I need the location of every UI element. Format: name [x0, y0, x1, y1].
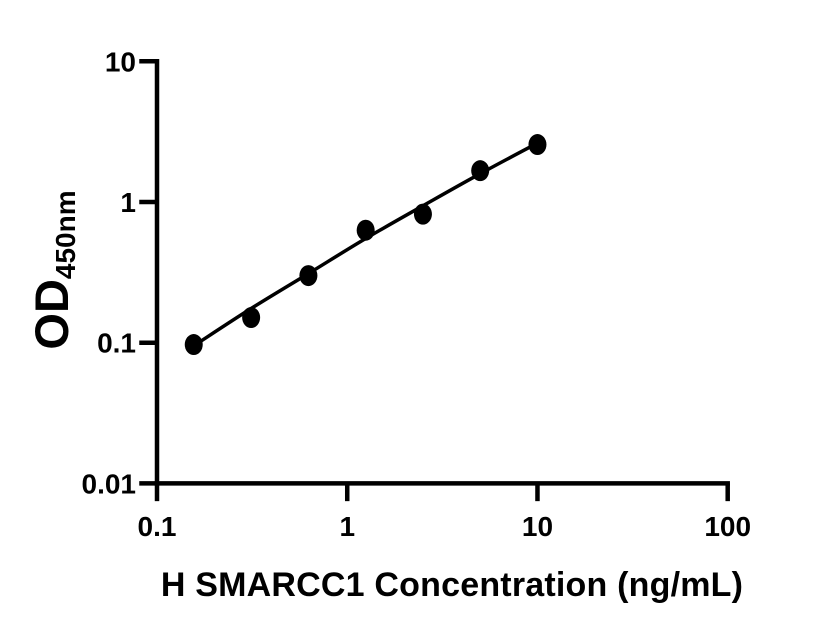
y-axis-title-main: OD — [25, 279, 78, 350]
y-tick-label: 10 — [105, 46, 136, 77]
x-tick-label: 10 — [522, 511, 553, 542]
y-tick-label: 0.01 — [82, 468, 137, 499]
y-axis-title-subscript: 450nm — [50, 190, 81, 280]
x-tick-label: 0.1 — [138, 511, 177, 542]
y-tick-label: 1 — [120, 187, 136, 218]
x-axis-title: H SMARCC1 Concentration (ng/mL) — [160, 566, 744, 604]
fitted-curve-line — [191, 141, 540, 348]
y-axis-title: OD450nm — [25, 190, 81, 350]
y-tick-label: 0.1 — [97, 328, 136, 359]
x-tick-label: 100 — [704, 511, 751, 542]
x-tick-label: 1 — [339, 511, 355, 542]
